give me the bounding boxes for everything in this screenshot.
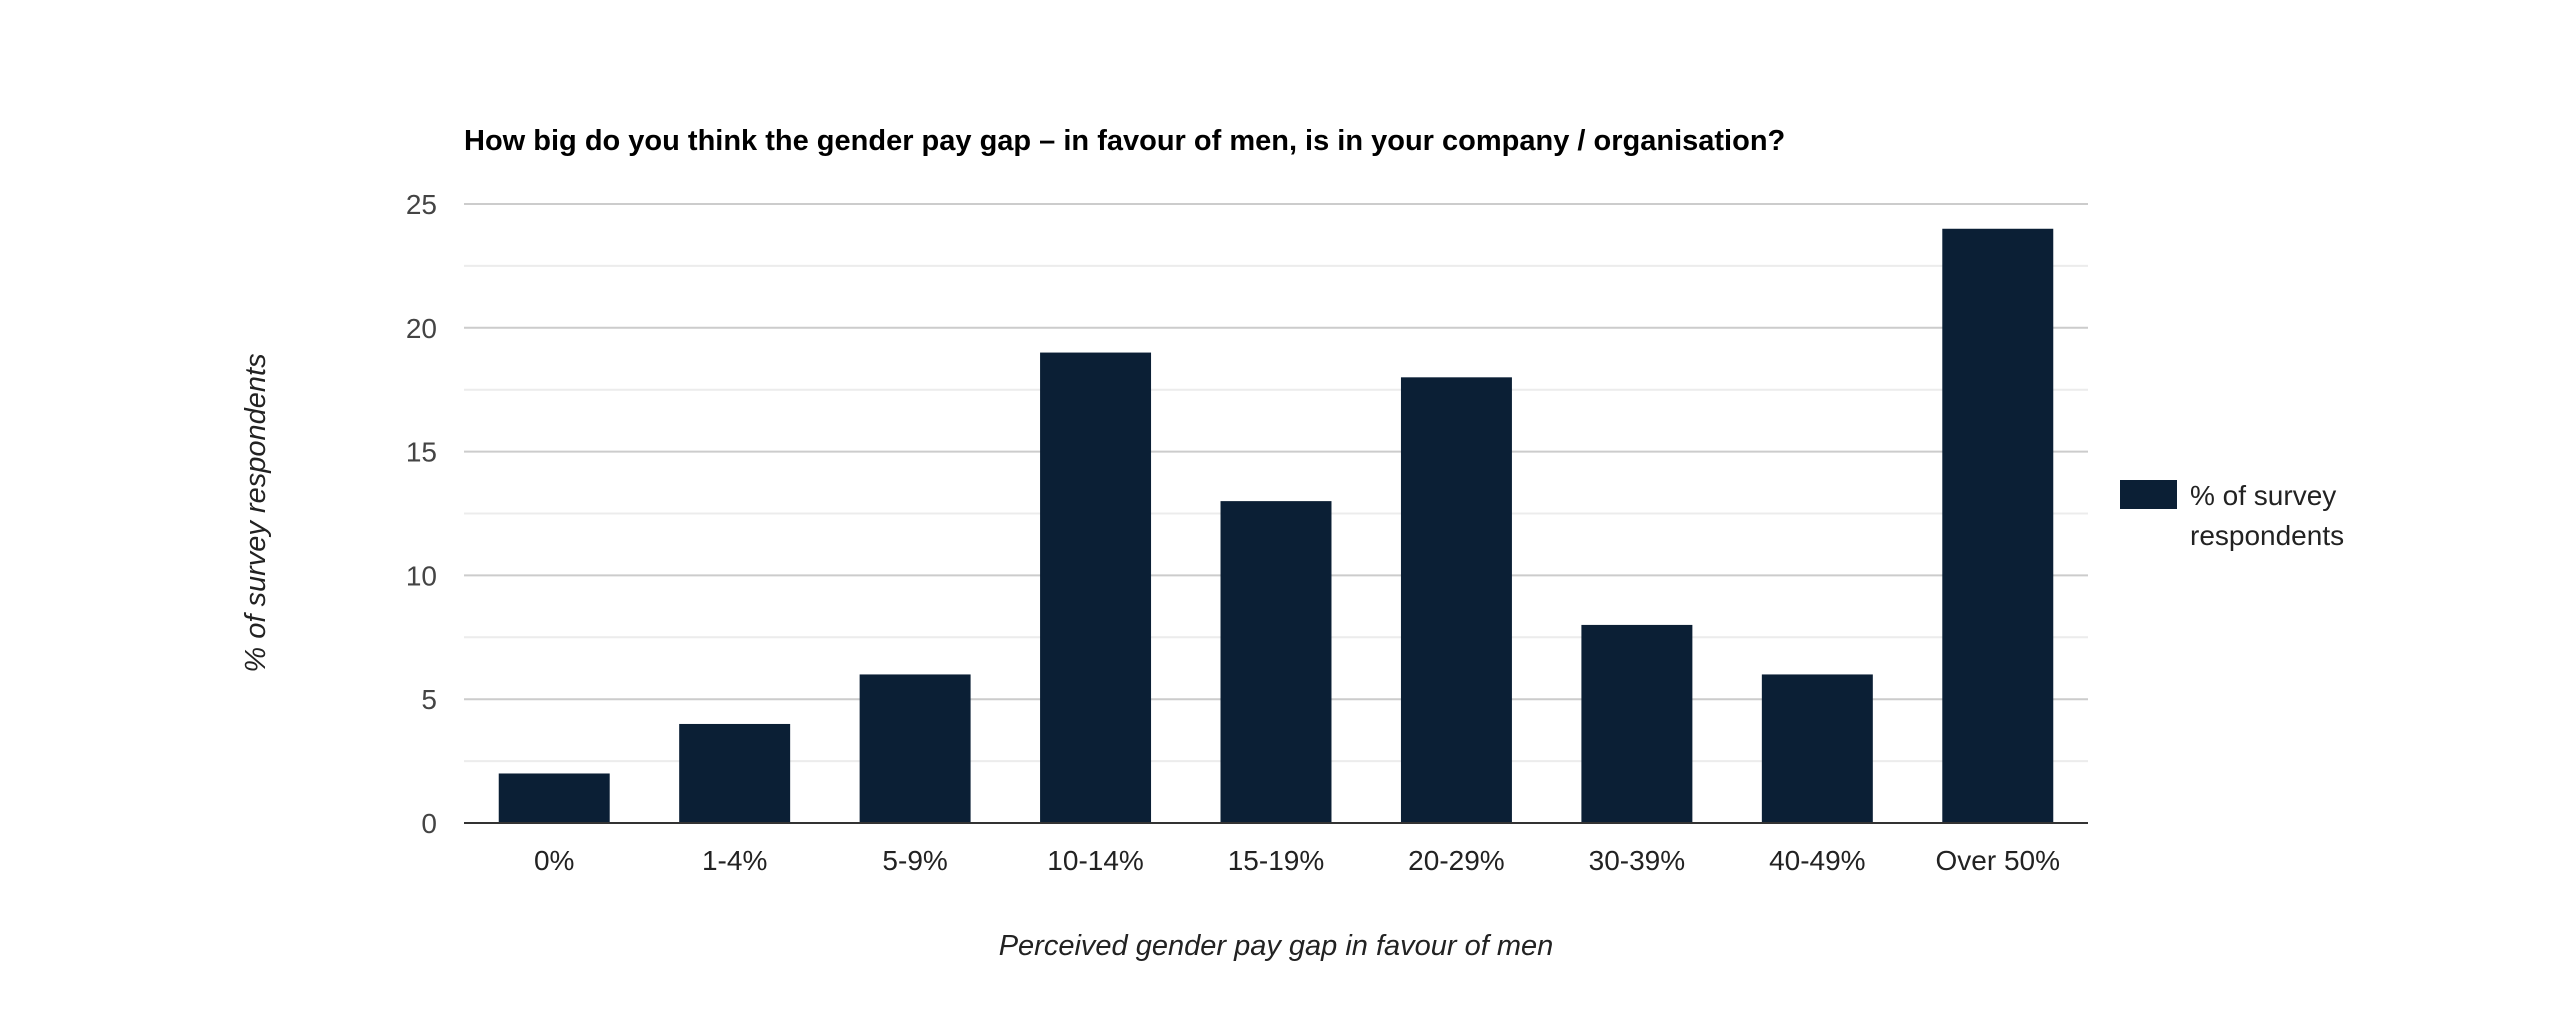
x-tick-label: 20-29% <box>1408 845 1505 876</box>
x-tick-label: 10-14% <box>1047 845 1144 876</box>
y-tick-label: 10 <box>406 560 437 591</box>
y-tick-label: 5 <box>421 684 437 715</box>
bars <box>498 228 2054 823</box>
x-tick-label: 40-49% <box>1769 845 1866 876</box>
y-axis-title: % of survey respondents <box>240 353 272 672</box>
bar-10-14% <box>1040 352 1152 823</box>
legend-label-line2: respondents <box>2190 520 2344 551</box>
x-tick-label: 1-4% <box>702 845 767 876</box>
bar-20-29% <box>1400 377 1512 823</box>
bar-1-4% <box>679 723 791 823</box>
bar-0% <box>498 773 610 823</box>
bar-15-19% <box>1220 501 1332 823</box>
x-axis-ticks: 0% 1-4% 5-9% 10-14% 15-19% 20-29% 30-39% 40-49%… <box>534 845 2060 876</box>
x-tick-label: 5-9% <box>882 845 947 876</box>
bar-30-39% <box>1581 624 1693 823</box>
y-tick-label: 25 <box>406 189 437 220</box>
legend-label-line1: % of survey <box>2190 480 2336 511</box>
x-tick-label: 0% <box>534 845 574 876</box>
x-tick-label: Over 50% <box>1936 845 2061 876</box>
legend: % of survey respondents <box>2120 480 2344 551</box>
x-tick-label: 30-39% <box>1589 845 1686 876</box>
y-tick-label: 0 <box>421 808 437 839</box>
legend-swatch <box>2120 480 2177 509</box>
bar-40-49% <box>1761 674 1873 823</box>
bar-Over 50% <box>1942 228 2054 823</box>
y-tick-label: 20 <box>406 313 437 344</box>
x-axis-title: Perceived gender pay gap in favour of me… <box>999 930 1554 962</box>
y-axis-ticks: 0 5 10 15 20 25 <box>406 189 437 839</box>
chart-title: How big do you think the gender pay gap … <box>464 125 1785 157</box>
y-tick-label: 15 <box>406 437 437 468</box>
x-tick-label: 15-19% <box>1228 845 1325 876</box>
bar-5-9% <box>859 674 971 823</box>
